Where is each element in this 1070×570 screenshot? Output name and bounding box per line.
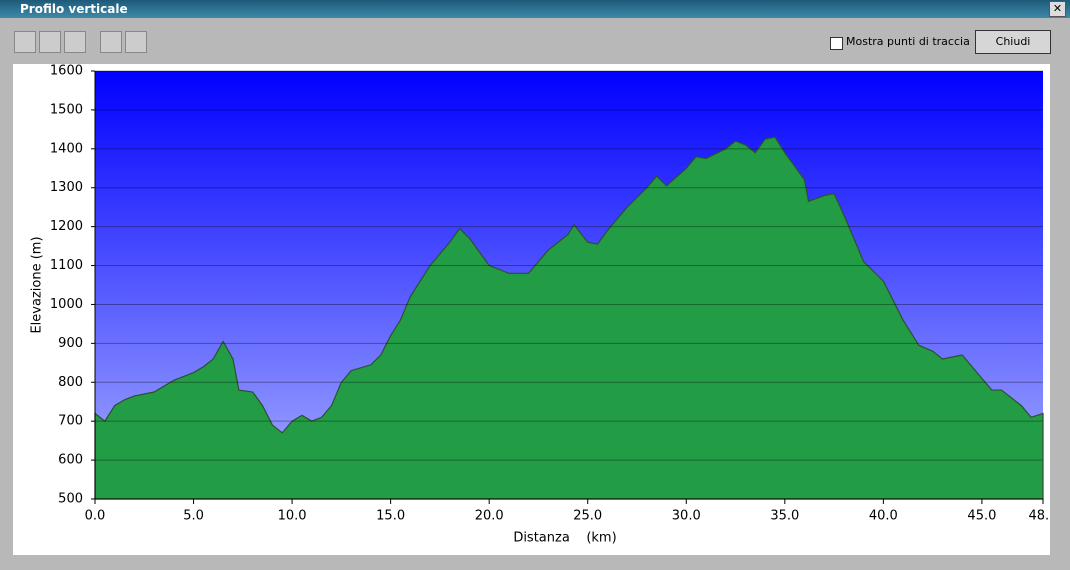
- x-axis-label: Distanza (km): [513, 531, 616, 546]
- title-bar: Profilo verticale ✕: [0, 0, 1070, 18]
- area: [94, 136, 1044, 500]
- checkbox-label: Mostra punti di traccia: [846, 35, 970, 48]
- close-icon[interactable]: ✕: [1049, 1, 1066, 17]
- y-tick-label: 1500: [50, 102, 83, 117]
- x-tick-label: 35.0: [770, 509, 799, 524]
- y-axis-label: Elevazione (m): [30, 236, 45, 333]
- y-tick-label: 1300: [50, 180, 83, 195]
- tool[interactable]: [39, 31, 61, 53]
- zoom-in[interactable]: [100, 31, 122, 53]
- x-tick-label: 25.0: [573, 509, 602, 524]
- y-tick-label: 500: [58, 492, 83, 507]
- y-tick-label: 1400: [50, 141, 83, 156]
- tool[interactable]: [64, 31, 86, 53]
- x-tick-label: 20.0: [475, 509, 504, 524]
- x-tick-label: 30.0: [672, 509, 701, 524]
- x-tick-label: 5.0: [183, 509, 204, 524]
- x-tick-label: 45.0: [967, 509, 996, 524]
- y-tick-label: 1200: [50, 219, 83, 234]
- x-tick-label: 15.0: [376, 509, 405, 524]
- tool[interactable]: [14, 31, 36, 53]
- checkbox[interactable]: [830, 37, 843, 50]
- window-title: Profilo verticale: [20, 2, 128, 16]
- y-tick-label: 1100: [50, 258, 83, 273]
- y-tick-label: 700: [58, 414, 83, 429]
- zoom-out[interactable]: [125, 31, 147, 53]
- x-tick-label: 10.0: [278, 509, 307, 524]
- y-tick-label: 1000: [50, 297, 83, 312]
- x-tick-label: 48.1: [1029, 509, 1050, 524]
- y-tick-label: 600: [58, 453, 83, 468]
- y-tick-label: 900: [58, 336, 83, 351]
- x-tick-label: 40.0: [869, 509, 898, 524]
- close-button[interactable]: Chiudi: [975, 30, 1051, 54]
- y-tick-label: 1600: [50, 64, 83, 79]
- x-tick-label: 0.0: [85, 509, 106, 524]
- chart: Elevazione (m) Distanza (km) 500 600 700 80…: [13, 64, 1050, 555]
- y-tick-label: 800: [58, 375, 83, 390]
